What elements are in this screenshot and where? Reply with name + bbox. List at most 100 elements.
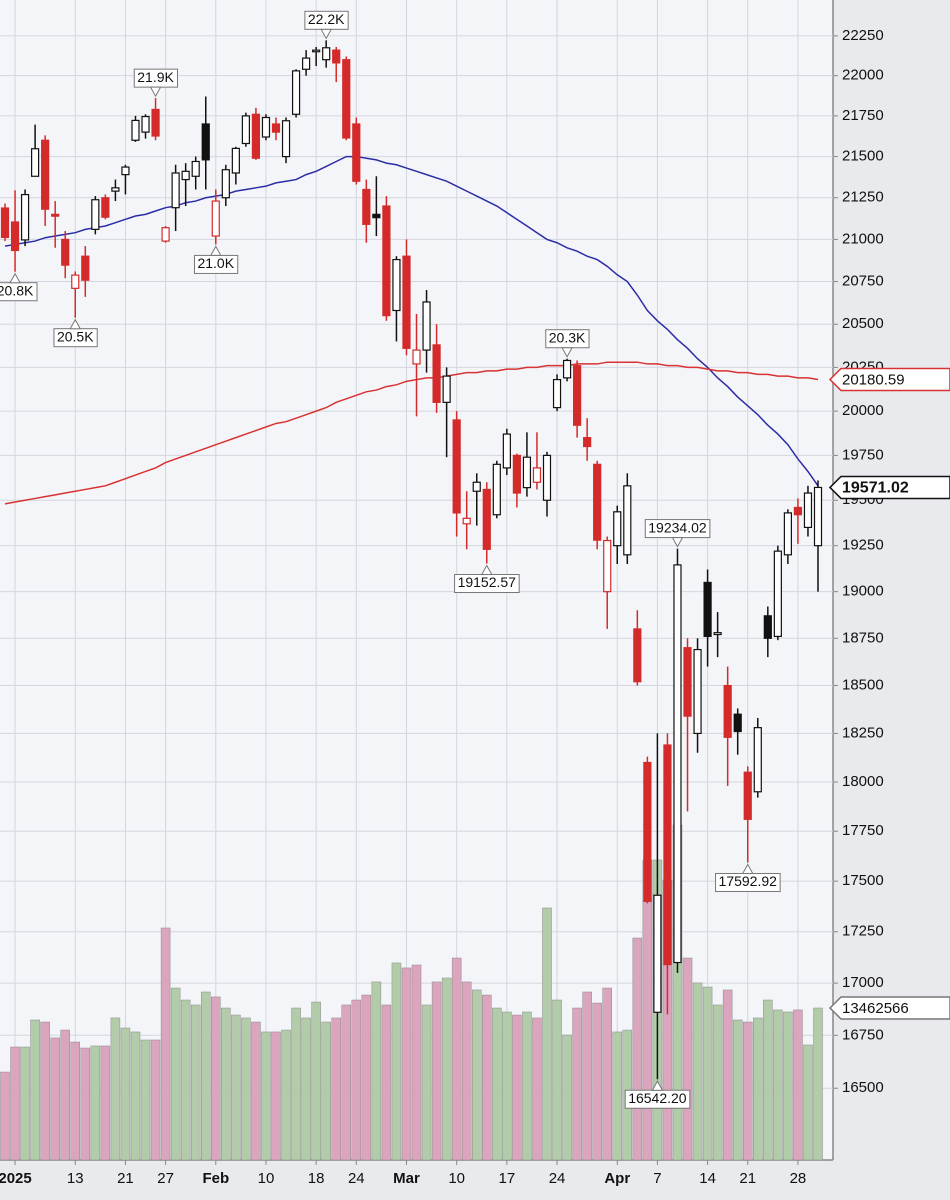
volume-bar bbox=[251, 1021, 261, 1161]
annotation-label: 19152.57 bbox=[458, 574, 517, 590]
candle-body bbox=[573, 365, 582, 426]
candle-body bbox=[462, 517, 471, 525]
volume-bar bbox=[492, 1007, 502, 1161]
candle-body bbox=[10, 221, 20, 252]
volume-bar bbox=[371, 981, 382, 1161]
y-tick-label: 18000 bbox=[842, 773, 884, 790]
volume-bar bbox=[10, 1046, 20, 1161]
volume-bar bbox=[502, 1011, 512, 1161]
volume-bar bbox=[190, 1004, 201, 1161]
y-tick-label: 20000 bbox=[842, 402, 884, 419]
volume-bar bbox=[431, 981, 442, 1161]
volume-bar bbox=[773, 1009, 783, 1161]
candle-body bbox=[693, 648, 702, 735]
x-tick-label: 24 bbox=[348, 1170, 365, 1187]
candle-body bbox=[101, 197, 110, 218]
annotation-pointer bbox=[9, 272, 21, 284]
candle-body bbox=[512, 454, 521, 494]
candle-body bbox=[813, 486, 823, 547]
candle-body bbox=[312, 49, 321, 53]
volume-bar bbox=[562, 1034, 572, 1161]
value-tag-label: 19571.02 bbox=[842, 480, 909, 497]
volume-bar bbox=[200, 991, 211, 1161]
candle-body bbox=[61, 238, 70, 266]
candle-body bbox=[161, 227, 170, 242]
volume-bar bbox=[803, 1044, 813, 1161]
candle-body bbox=[442, 375, 451, 403]
volume-bar bbox=[642, 859, 653, 1161]
x-tick-label: Mar bbox=[393, 1170, 420, 1187]
candle-body bbox=[663, 744, 672, 966]
y-tick-label: 17750 bbox=[842, 822, 884, 839]
volume-bar bbox=[311, 1001, 321, 1161]
volume-bar bbox=[90, 1045, 101, 1161]
candle-body bbox=[472, 481, 481, 492]
y-tick-label: 16500 bbox=[842, 1079, 884, 1096]
volume-bar bbox=[60, 1029, 70, 1161]
volume-bar bbox=[421, 1004, 432, 1161]
candle-body bbox=[542, 454, 552, 501]
candle-body bbox=[763, 615, 772, 639]
candle-body bbox=[141, 115, 150, 133]
candle-body bbox=[733, 713, 742, 733]
volume-bar bbox=[612, 1031, 623, 1161]
x-tick-label: Apr bbox=[604, 1170, 630, 1187]
volume-bar bbox=[291, 1007, 301, 1161]
volume-bar bbox=[211, 996, 221, 1161]
candle-body bbox=[91, 199, 100, 230]
volume-bar bbox=[241, 1017, 251, 1161]
y-tick-label: 20750 bbox=[842, 273, 884, 290]
volume-bar bbox=[712, 1004, 723, 1161]
volume-bar bbox=[461, 981, 472, 1161]
y-tick-label: 20500 bbox=[842, 315, 884, 332]
volume-bar bbox=[20, 1046, 30, 1161]
volume-bar bbox=[331, 1017, 341, 1161]
volume-bar bbox=[110, 1017, 121, 1161]
candle-body bbox=[81, 255, 90, 281]
annotation-label: 16542.20 bbox=[628, 1090, 687, 1106]
candle-body bbox=[121, 166, 130, 176]
volume-bar bbox=[722, 989, 733, 1161]
x-tick-label: 2025 bbox=[0, 1170, 32, 1187]
volume-bar bbox=[120, 1027, 131, 1161]
y-tick-label: 19000 bbox=[842, 583, 884, 600]
volume-bar bbox=[160, 927, 171, 1161]
moving-average-line bbox=[4, 361, 819, 505]
candle-body bbox=[593, 463, 602, 541]
candle-body bbox=[261, 116, 271, 138]
volume-bar bbox=[0, 1071, 10, 1161]
volume-bar bbox=[702, 986, 713, 1161]
candle-body bbox=[231, 147, 240, 174]
x-tick-label: 14 bbox=[699, 1170, 716, 1187]
volume-bar bbox=[763, 999, 773, 1161]
candle-body bbox=[603, 539, 612, 593]
y-tick-label: 21250 bbox=[842, 189, 884, 206]
volume-bar bbox=[271, 1031, 281, 1161]
candle-body bbox=[502, 433, 511, 469]
x-tick-label: 24 bbox=[549, 1170, 566, 1187]
candle-body bbox=[191, 160, 200, 177]
volume-bar bbox=[813, 1007, 823, 1161]
annotation-label: 19234.02 bbox=[648, 519, 707, 535]
candle-body bbox=[171, 172, 180, 209]
y-tick-label: 19250 bbox=[842, 537, 884, 554]
volume-bar bbox=[180, 999, 191, 1161]
volume-bar bbox=[732, 1019, 743, 1161]
candle-body bbox=[181, 170, 190, 181]
candle-body bbox=[322, 47, 331, 61]
candle-body bbox=[402, 255, 411, 349]
candle-body bbox=[552, 378, 562, 409]
annotation-pointer bbox=[651, 1080, 664, 1091]
y-tick-label: 16750 bbox=[842, 1026, 884, 1043]
annotation-pointer bbox=[561, 347, 573, 358]
candle-body bbox=[673, 564, 682, 964]
annotation-label: 21.0K bbox=[197, 255, 234, 271]
candle-body bbox=[482, 488, 491, 550]
volume-bar bbox=[793, 1009, 803, 1161]
y-tick-label: 17000 bbox=[842, 974, 884, 991]
volume-bar bbox=[281, 1029, 291, 1161]
y-tick-label: 17250 bbox=[842, 923, 884, 940]
volume-bar bbox=[582, 991, 592, 1161]
annotation-label: 17592.92 bbox=[719, 873, 778, 889]
